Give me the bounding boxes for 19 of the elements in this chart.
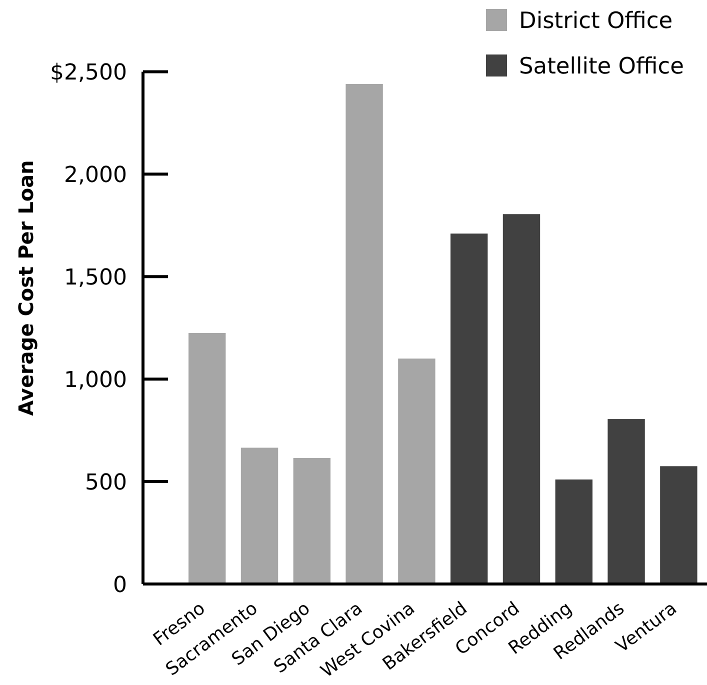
bar — [608, 419, 645, 584]
bar — [240, 448, 278, 584]
legend-label: District Office — [519, 8, 673, 34]
y-tick-label: 500 — [85, 470, 127, 496]
bar — [660, 466, 698, 584]
bar — [450, 234, 488, 584]
bar — [398, 358, 436, 584]
bar — [346, 84, 383, 584]
bar — [188, 332, 226, 584]
y-tick-label: 1,000 — [64, 368, 127, 393]
bar — [293, 458, 330, 584]
bar — [555, 479, 592, 584]
legend-label: Satellite Office — [519, 54, 684, 80]
y-tick-label: $2,500 — [50, 60, 127, 86]
y-tick-label: 1,500 — [64, 266, 127, 291]
y-tick-label: 2,000 — [64, 163, 127, 188]
y-tick-label: 0 — [113, 572, 127, 598]
bar — [502, 214, 540, 584]
y-axis-title: Average Cost Per Loan — [14, 160, 38, 416]
